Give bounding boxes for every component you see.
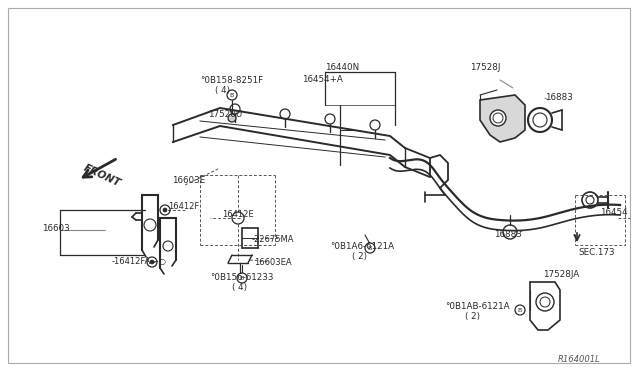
Circle shape — [150, 260, 154, 264]
Text: 16412F: 16412F — [168, 202, 199, 211]
Circle shape — [515, 305, 525, 315]
Text: B: B — [240, 276, 244, 280]
Text: °0B158-8251F: °0B158-8251F — [200, 76, 263, 85]
Text: R164001L: R164001L — [558, 355, 601, 364]
Text: 16883: 16883 — [545, 93, 573, 102]
Text: ( 2): ( 2) — [352, 252, 367, 261]
Text: ( 2): ( 2) — [465, 312, 480, 321]
Text: ( 4): ( 4) — [215, 86, 230, 95]
Circle shape — [237, 273, 247, 283]
Text: 16454+A: 16454+A — [302, 75, 343, 84]
Text: 17528JA: 17528JA — [543, 270, 579, 279]
Text: 16454: 16454 — [600, 208, 628, 217]
Text: °0B156-61233: °0B156-61233 — [210, 273, 273, 282]
Text: 16412E: 16412E — [222, 210, 253, 219]
Text: °0B1AB-6121A: °0B1AB-6121A — [445, 302, 509, 311]
Text: SEC.173: SEC.173 — [578, 248, 614, 257]
Text: 16603EA: 16603EA — [254, 258, 292, 267]
Circle shape — [227, 90, 237, 100]
Text: -16412FA—○: -16412FA—○ — [112, 257, 167, 266]
Circle shape — [228, 114, 236, 122]
Text: 16440N: 16440N — [325, 63, 359, 72]
Text: °0B1A6-6121A: °0B1A6-6121A — [330, 242, 394, 251]
Text: B: B — [230, 93, 234, 97]
Circle shape — [536, 293, 554, 311]
Circle shape — [365, 243, 375, 253]
Circle shape — [490, 110, 506, 126]
Text: ( 4): ( 4) — [232, 283, 247, 292]
Text: FRONT: FRONT — [82, 163, 122, 189]
Text: 16883: 16883 — [494, 230, 522, 239]
Polygon shape — [480, 95, 525, 142]
Text: -22675MA: -22675MA — [252, 235, 294, 244]
Text: 17520U: 17520U — [208, 110, 243, 119]
Text: 17528J: 17528J — [470, 63, 500, 72]
Text: B: B — [368, 246, 372, 250]
Text: B: B — [518, 308, 522, 312]
Circle shape — [163, 208, 167, 212]
Text: 16603: 16603 — [42, 224, 70, 233]
Text: 16603E: 16603E — [172, 176, 205, 185]
